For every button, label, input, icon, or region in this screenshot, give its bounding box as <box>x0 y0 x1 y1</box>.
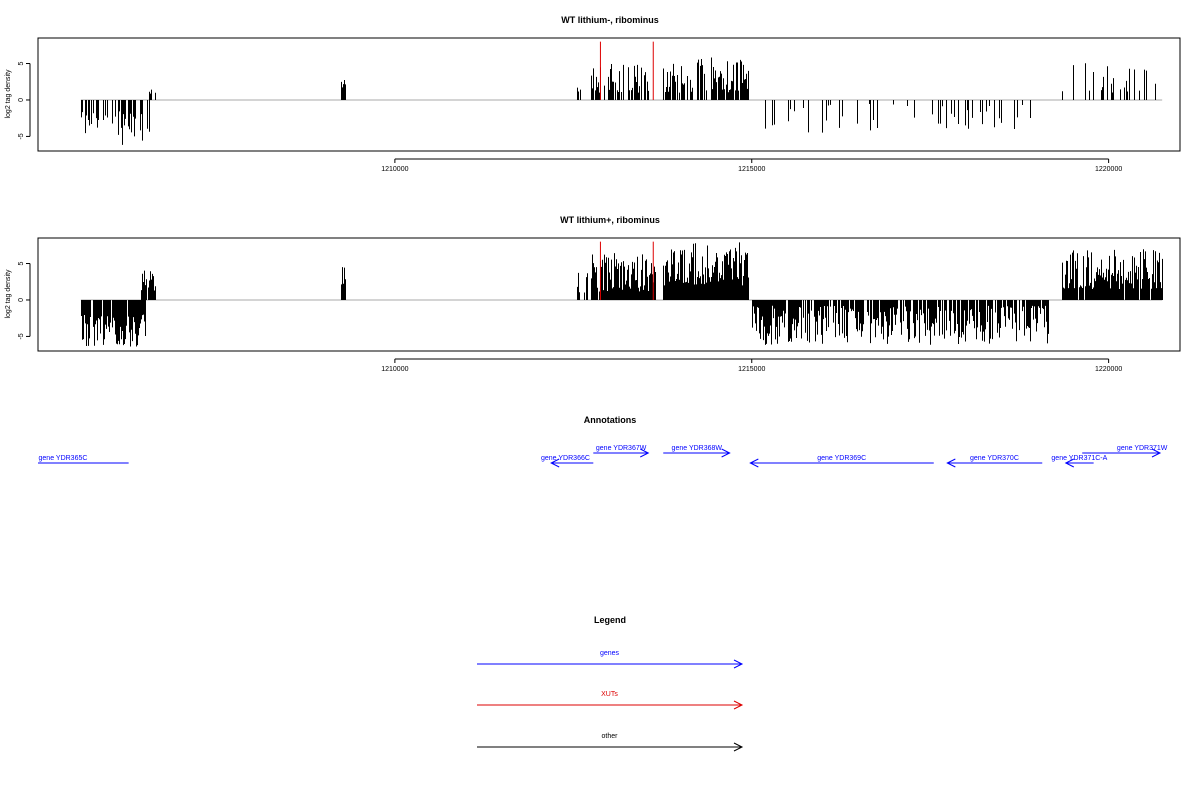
gene-features: gene YDR365C gene YDR366C gene YDR367W gene… <box>0 430 1168 480</box>
gene-feature: gene YDR365C <box>38 455 129 464</box>
x-tick-label: 1210000 <box>381 366 408 373</box>
y-tick-label: -5 <box>18 133 25 139</box>
legend-item-other: other <box>477 733 744 752</box>
plot-frame <box>37 37 1181 152</box>
gene-feature: gene YDR368W <box>663 445 731 458</box>
gene-feature: gene YDR371W <box>1082 445 1168 458</box>
plot-title: WT lithium+, ribominus <box>560 215 660 225</box>
x-tick-label: 1220000 <box>1095 366 1122 373</box>
x-tick-label: 1210000 <box>381 166 408 173</box>
feature-label: gene YDR371W <box>1117 445 1168 452</box>
legend-arrowhead <box>733 742 744 752</box>
legend-label: genes <box>600 650 620 657</box>
x-tick-label: 1215000 <box>738 166 765 173</box>
feature-arrowhead <box>550 458 560 468</box>
gene-feature: gene YDR371C-A <box>1051 455 1108 468</box>
density-plot-lithium-plus: WT lithium+, ribominus log2 tag density … <box>5 215 1181 373</box>
y-axis: log2 tag density -5 0 5 <box>5 61 31 140</box>
y-tick-label: 0 <box>18 298 25 302</box>
y-axis: log2 tag density -5 0 5 <box>5 261 31 340</box>
x-axis: 1210000 1215000 1220000 <box>381 358 1122 373</box>
feature-label: gene YDR366C <box>541 455 590 462</box>
legend-item-genes: genes <box>477 650 744 669</box>
y-axis-label: log2 tag density <box>5 269 12 319</box>
feature-label: gene YDR365C <box>39 455 88 462</box>
annotations-title: Annotations <box>584 415 637 425</box>
xut-markers <box>599 241 654 300</box>
y-axis-label: log2 tag density <box>5 69 12 119</box>
density-plot-lithium-minus: WT lithium-, ribominus log2 tag density … <box>5 15 1181 173</box>
legend-title: Legend <box>594 615 626 625</box>
x-axis: 1210000 1215000 1220000 <box>381 158 1122 173</box>
plot-frame <box>37 237 1181 352</box>
legend-label: XUTs <box>601 691 618 698</box>
feature-label: gene YDR369C <box>817 455 866 462</box>
legend-arrowhead <box>733 700 744 710</box>
y-tick-label: -5 <box>18 333 25 339</box>
feature-arrowhead <box>1064 458 1075 468</box>
y-tick-label: 5 <box>18 261 25 265</box>
gene-feature: gene YDR367W <box>593 445 650 458</box>
gene-feature: gene YDR370C <box>946 455 1043 468</box>
x-tick-label: 1220000 <box>1095 166 1122 173</box>
density-bars <box>80 57 1163 145</box>
left-mask <box>0 440 38 470</box>
feature-arrowhead <box>749 458 759 468</box>
y-tick-label: 5 <box>18 61 25 65</box>
feature-label: gene YDR368W <box>672 445 723 452</box>
feature-label: gene YDR367W <box>596 445 647 452</box>
annotations-track: Annotations gene YDR365C gene YDR366Cgene… <box>0 415 1168 480</box>
xut-markers <box>599 41 654 100</box>
plot-title: WT lithium-, ribominus <box>561 15 659 25</box>
gene-feature: gene YDR366C <box>541 455 594 468</box>
feature-arrowhead <box>1151 448 1162 458</box>
legend-arrowhead <box>733 659 744 669</box>
gene-feature: gene YDR369C <box>749 455 934 468</box>
legend-items: genes XUTs other <box>477 650 744 752</box>
feature-arrowhead <box>721 448 731 458</box>
legend: Legend genes XUTs other <box>477 615 744 752</box>
feature-arrowhead <box>640 448 650 458</box>
density-bars <box>80 242 1163 347</box>
y-tick-label: 0 <box>18 98 25 102</box>
x-tick-label: 1215000 <box>738 366 765 373</box>
legend-item-xuts: XUTs <box>477 691 744 710</box>
legend-label: other <box>602 733 619 740</box>
feature-label: gene YDR370C <box>970 455 1019 462</box>
feature-arrowhead <box>946 458 956 468</box>
feature-label: gene YDR371C-A <box>1051 455 1107 462</box>
